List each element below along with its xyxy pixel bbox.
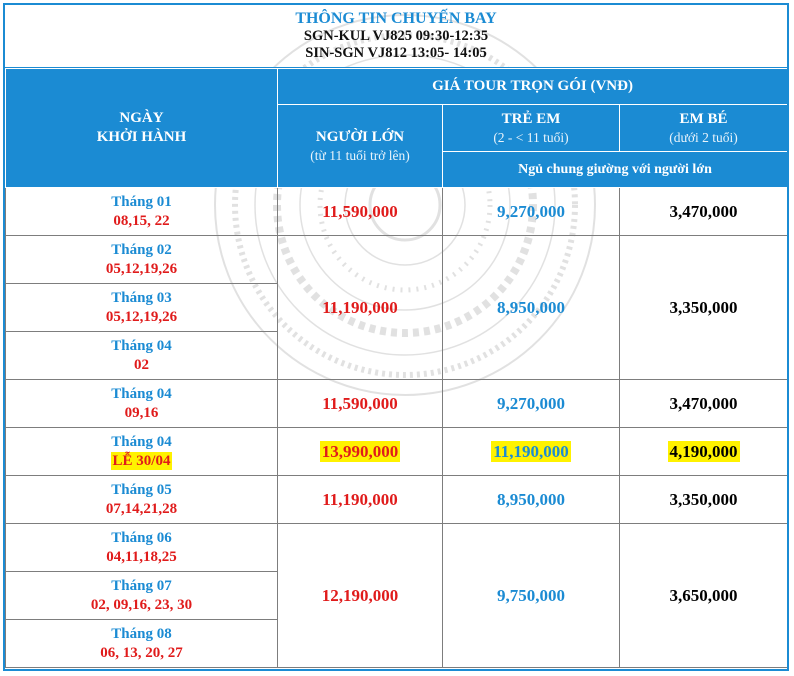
table-row: Tháng 06 04,11,18,25 12,190,000 9,750,00… bbox=[5, 523, 787, 668]
dates-label: 05,12,19,26 bbox=[105, 260, 178, 277]
departure-cell: Tháng 08 06, 13, 20, 27 bbox=[5, 619, 278, 668]
month-label: Tháng 01 bbox=[111, 193, 172, 210]
adult-price: 11,190,000 bbox=[277, 475, 443, 524]
dates-label: 09,16 bbox=[124, 404, 159, 421]
dates-label: 07,14,21,28 bbox=[105, 500, 178, 517]
child-header-label: TRẺ EM bbox=[501, 111, 561, 127]
flight-info: THÔNG TIN CHUYẾN BAY SGN-KUL VJ825 09:30… bbox=[5, 5, 787, 68]
baby-price: 3,350,000 bbox=[618, 475, 787, 524]
flight-info-title: THÔNG TIN CHUYẾN BAY bbox=[295, 10, 497, 27]
departure-cell: Tháng 04 09,16 bbox=[5, 379, 278, 428]
child-price: 9,270,000 bbox=[442, 187, 620, 236]
departure-cell: Tháng 05 07,14,21,28 bbox=[5, 475, 278, 524]
dates-label: 08,15, 22 bbox=[113, 212, 170, 229]
departure-date-header: NGÀY KHỞI HÀNH bbox=[5, 68, 278, 188]
adult-price: 11,190,000 bbox=[277, 235, 443, 380]
baby-age-note: (dưới 2 tuổi) bbox=[669, 130, 738, 145]
dates-label: 02 bbox=[134, 356, 149, 373]
departure-cell: Tháng 02 05,12,19,26 bbox=[5, 235, 278, 284]
adult-price: 13,990,000 bbox=[319, 440, 401, 462]
child-header: TRẺ EM (2 - < 11 tuổi) bbox=[442, 104, 620, 152]
child-price: 11,190,000 bbox=[491, 440, 571, 462]
baby-header-label: EM BÉ bbox=[679, 111, 728, 127]
table-row: Tháng 08 06, 13, 20, 27 bbox=[5, 619, 788, 668]
month-label: Tháng 02 bbox=[111, 241, 172, 258]
departure-header-line1: NGÀY bbox=[119, 110, 164, 126]
month-label: Tháng 06 bbox=[111, 529, 172, 546]
departure-cell: Tháng 06 04,11,18,25 bbox=[5, 523, 278, 572]
month-label: Tháng 03 bbox=[111, 289, 172, 306]
baby-price: 3,470,000 bbox=[618, 187, 787, 236]
child-price: 8,950,000 bbox=[442, 235, 620, 380]
package-price-header: GIÁ TOUR TRỌN GÓI (VNĐ) bbox=[276, 68, 787, 105]
tour-price-table-frame: THÔNG TIN CHUYẾN BAY SGN-KUL VJ825 09:30… bbox=[3, 3, 789, 671]
child-price: 8,950,000 bbox=[442, 475, 620, 524]
baby-price: 3,470,000 bbox=[618, 379, 787, 428]
table-row: Tháng 04 09,16 11,590,000 9,270,000 3,47… bbox=[5, 379, 787, 428]
table-row: Tháng 04 02 bbox=[5, 331, 788, 380]
outbound-flight: SGN-KUL VJ825 09:30-12:35 bbox=[303, 28, 489, 44]
departure-cell: Tháng 04 LỄ 30/04 bbox=[5, 427, 278, 476]
baby-header: EM BÉ (dưới 2 tuổi) bbox=[618, 104, 787, 152]
adult-price: 12,190,000 bbox=[277, 523, 443, 668]
child-age-note: (2 - < 11 tuổi) bbox=[493, 130, 569, 145]
month-label: Tháng 05 bbox=[111, 481, 172, 498]
table-row: Tháng 05 07,14,21,28 11,190,000 8,950,00… bbox=[5, 475, 787, 524]
adult-price: 11,590,000 bbox=[277, 379, 443, 428]
departure-cell: Tháng 03 05,12,19,26 bbox=[5, 283, 278, 332]
month-label: Tháng 04 bbox=[111, 337, 172, 354]
adult-header: NGƯỜI LỚN (từ 11 tuổi trở lên) bbox=[277, 104, 443, 188]
dates-label: 02, 09,16, 23, 30 bbox=[90, 596, 193, 613]
adult-header-label: NGƯỜI LỚN bbox=[315, 129, 405, 145]
return-flight: SIN-SGN VJ812 13:05- 14:05 bbox=[305, 45, 487, 61]
month-label: Tháng 07 bbox=[111, 577, 172, 594]
table-row: Tháng 02 05,12,19,26 11,190,000 8,950,00… bbox=[5, 235, 787, 380]
departure-header-line2: KHỞI HÀNH bbox=[96, 129, 187, 145]
table-row: Tháng 01 08,15, 22 11,590,000 9,270,000 … bbox=[5, 187, 787, 236]
shared-bed-note: Ngủ chung giường với người lớn bbox=[441, 151, 787, 188]
dates-label: 06, 13, 20, 27 bbox=[100, 644, 183, 661]
child-price: 9,270,000 bbox=[442, 379, 620, 428]
table-row: Tháng 07 02, 09,16, 23, 30 bbox=[5, 571, 788, 620]
table-row-holiday: Tháng 04 LỄ 30/04 13,990,000 11,190,000 … bbox=[5, 427, 787, 476]
adult-price: 11,590,000 bbox=[277, 187, 443, 236]
baby-price: 4,190,000 bbox=[667, 440, 740, 462]
month-label: Tháng 04 bbox=[111, 385, 172, 402]
departure-cell: Tháng 04 02 bbox=[5, 331, 278, 380]
baby-price: 3,350,000 bbox=[618, 235, 787, 380]
month-label: Tháng 04 bbox=[111, 433, 172, 450]
dates-label: 04,11,18,25 bbox=[106, 548, 177, 565]
baby-price: 3,650,000 bbox=[618, 523, 787, 668]
holiday-dates-label: LỄ 30/04 bbox=[110, 451, 173, 470]
adult-age-note: (từ 11 tuổi trở lên) bbox=[310, 148, 410, 163]
dates-label: 05,12,19,26 bbox=[105, 308, 178, 325]
month-label: Tháng 08 bbox=[111, 625, 172, 642]
price-table: NGÀY KHỞI HÀNH GIÁ TOUR TRỌN GÓI (VNĐ) N… bbox=[5, 68, 788, 668]
child-price: 9,750,000 bbox=[442, 523, 620, 668]
departure-cell: Tháng 01 08,15, 22 bbox=[5, 187, 278, 236]
departure-cell: Tháng 07 02, 09,16, 23, 30 bbox=[5, 571, 278, 620]
